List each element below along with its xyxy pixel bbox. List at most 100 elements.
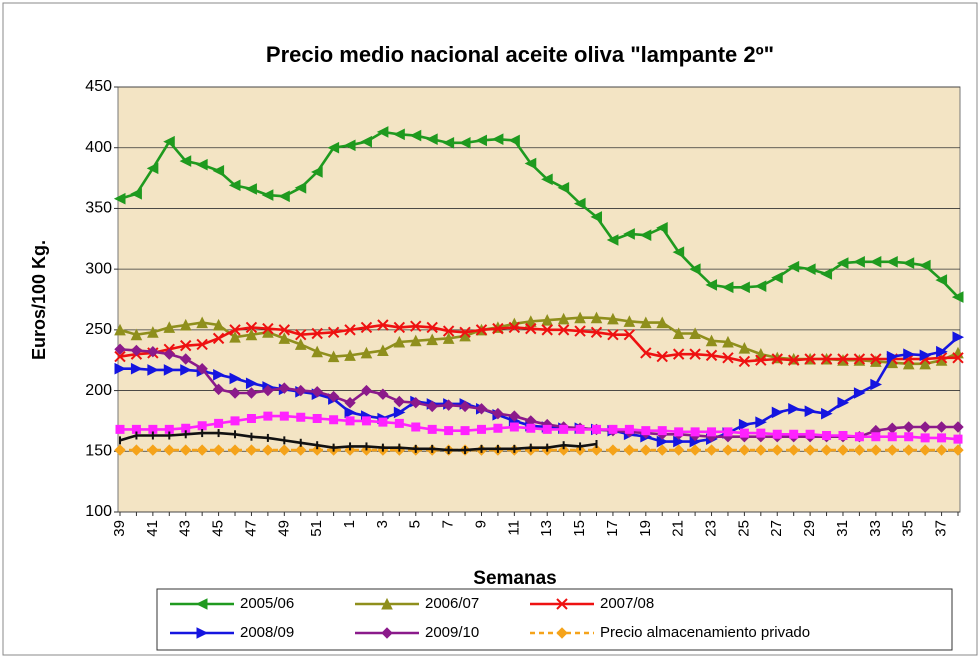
data-point [509,422,519,432]
series-line [120,414,959,441]
data-point [278,324,291,336]
x-tick-label: 23 [702,520,719,537]
data-point [820,268,833,280]
data-point [557,312,570,325]
data-point [821,407,833,420]
data-point [707,427,717,437]
data-point [902,257,915,269]
data-point [163,364,176,376]
data-point [557,181,570,194]
data-point [459,326,471,338]
data-point [345,416,355,426]
data-point [754,280,767,292]
y-axis-label: Euros/100 Kg. [29,240,49,360]
data-point [245,321,258,334]
data-point [870,378,882,391]
data-point [590,211,603,223]
data-point [393,395,406,408]
data-point [787,260,800,273]
data-point [755,444,767,456]
data-point [179,318,192,331]
data-point [541,314,554,326]
data-point [820,444,833,456]
data-point [196,316,208,329]
x-tick-label: 27 [768,520,785,537]
data-point [590,326,603,338]
data-point [688,263,701,275]
data-point [113,192,126,205]
data-point [278,444,291,456]
x-tick-label: 35 [900,520,917,537]
data-point [114,350,126,363]
data-point [410,397,422,409]
data-point [344,406,357,419]
data-point [902,421,915,433]
data-point [936,345,948,358]
data-point [163,348,176,360]
data-point [573,197,586,210]
data-point [196,338,208,351]
data-point [146,162,159,175]
data-point [343,139,356,152]
data-point [311,386,323,398]
x-tick-label: 47 [242,520,259,537]
series-line [119,130,959,298]
legend-label: 2006/07 [425,595,479,612]
data-point [475,403,488,415]
legend-label: 2008/09 [240,624,294,641]
data-point [738,355,751,368]
data-point [361,416,371,426]
data-point [656,222,668,234]
data-point [788,402,800,415]
data-point [245,328,258,341]
data-point [607,312,619,325]
data-point [640,444,652,456]
y-tick-label: 100 [85,503,112,520]
data-point [623,315,636,327]
data-point [803,263,816,275]
data-point [329,415,339,425]
data-point [690,427,700,437]
data-point [460,426,470,436]
data-point [574,311,586,324]
x-tick-label: 21 [670,520,687,537]
data-point [606,234,619,246]
legend-label: 2005/06 [240,595,294,612]
data-point [837,353,849,365]
data-point [393,406,406,419]
data-point [738,444,751,456]
data-point [525,322,537,335]
data-point [458,137,471,149]
series-line [119,431,597,452]
data-point [590,444,603,456]
data-point [114,343,126,355]
data-point [312,414,322,423]
data-point [246,414,256,423]
data-point [196,158,208,171]
x-tick-label: 13 [538,520,555,537]
data-point [935,444,948,456]
data-point [723,427,733,437]
data-point [344,324,356,336]
data-point [772,429,782,439]
data-point [886,444,898,456]
data-point [426,333,439,346]
data-point [557,444,570,456]
data-point [952,421,964,433]
data-point [689,327,701,339]
data-point [820,353,833,365]
x-tick-label: 45 [210,520,227,537]
data-point [296,412,306,422]
data-point [607,329,619,341]
data-point [542,424,552,434]
data-point [508,410,521,422]
data-point [442,137,455,149]
data-point [115,424,125,434]
x-tick-label: 7 [440,520,457,528]
data-point [935,421,948,433]
data-point [739,428,749,438]
data-point [409,129,422,142]
data-point [623,329,636,341]
data-point [393,321,406,334]
data-point [229,372,242,385]
